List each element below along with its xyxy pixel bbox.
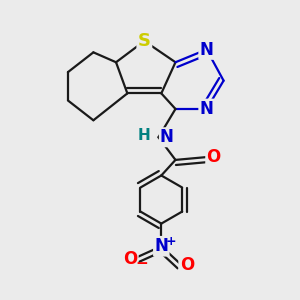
Text: N: N [154, 237, 168, 255]
Text: O: O [123, 250, 137, 268]
Text: O: O [207, 148, 221, 166]
Text: O: O [180, 256, 194, 274]
Text: +: + [166, 236, 176, 248]
Text: N: N [200, 40, 214, 58]
Text: S: S [138, 32, 151, 50]
Text: N: N [160, 128, 174, 146]
Text: H: H [138, 128, 151, 143]
Text: −: − [135, 256, 148, 271]
Text: N: N [200, 100, 214, 118]
